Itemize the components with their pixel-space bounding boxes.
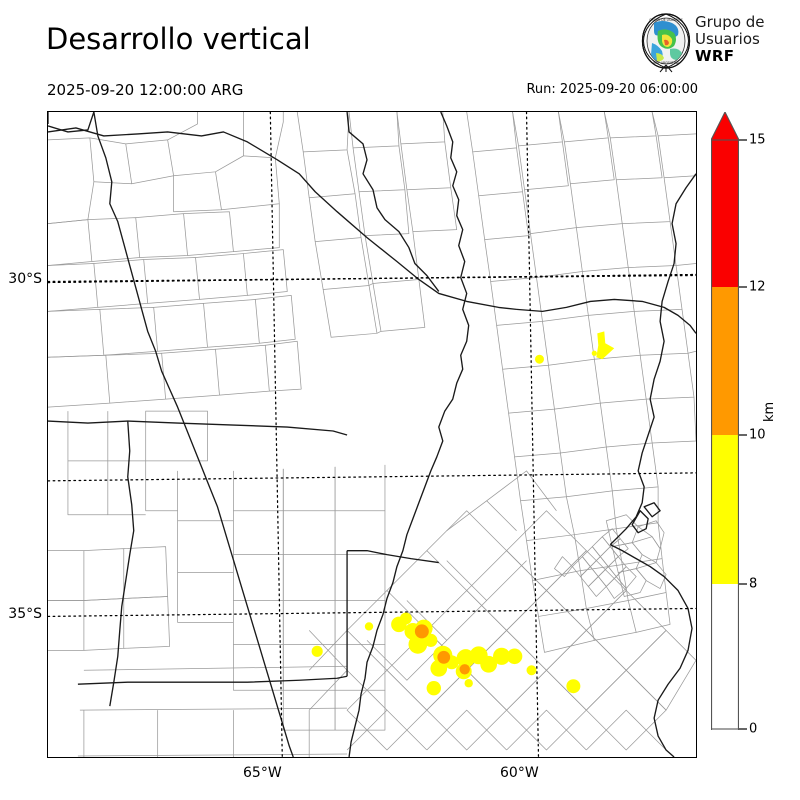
province-borders [48, 112, 696, 757]
y-tick-label: 30°S [8, 271, 42, 287]
data-blob [426, 681, 441, 696]
data-blob [399, 612, 412, 625]
colorbar-ticks [739, 139, 747, 730]
data-blob [311, 645, 323, 657]
data-blob [430, 659, 448, 677]
run-time-label: Run: 2025-09-20 06:00:00 [526, 82, 698, 97]
svg-text:WRF ARGENTINA: WRF ARGENTINA [653, 61, 680, 65]
svg-text:GRUPO DE USUARIOS: GRUPO DE USUARIOS [649, 18, 683, 22]
data-blob [493, 647, 511, 665]
data-blob [591, 350, 597, 356]
data-blob [566, 679, 581, 694]
data-blob [464, 679, 473, 688]
colorbar-segment-white [711, 584, 739, 729]
logo-text: Grupo de Usuarios WRF [695, 14, 765, 65]
data-blob [424, 633, 438, 647]
data-layer [311, 331, 615, 696]
logo: GRUPO DE USUARIOS WRF ARGENTINA Grupo de… [640, 13, 780, 75]
x-tick-label: 60°W [500, 765, 539, 781]
colorbar-outline [711, 139, 739, 730]
department-borders [48, 112, 696, 757]
page-title: Desarrollo vertical [46, 22, 311, 56]
logo-line-1: Grupo de [695, 13, 765, 31]
x-tick-label: 65°W [243, 765, 282, 781]
valid-time-label: 2025-09-20 12:00:00 ARG [47, 81, 244, 99]
data-blob [408, 634, 428, 654]
data-blob [506, 648, 523, 665]
colorbar-tick-label: 8 [749, 576, 758, 592]
wrf-globe-emblem-icon: GRUPO DE USUARIOS WRF ARGENTINA [641, 13, 691, 73]
graticule-lat-29 [48, 274, 696, 283]
colorbar-tick-label: 12 [749, 279, 766, 295]
colorbar-tick-label: 0 [749, 721, 758, 737]
colorbar-tick-label: 15 [749, 132, 766, 148]
data-blob-core [414, 624, 429, 639]
data-blob [526, 665, 537, 676]
logo-line-3: WRF [695, 47, 735, 65]
data-blob-streak [596, 331, 615, 360]
colorbar-segment-red [711, 140, 739, 287]
colorbar-segment-yellow [711, 435, 739, 584]
colorbar-unit-label: km [762, 401, 777, 422]
logo-line-2: Usuarios [695, 30, 760, 48]
colorbar-over-arrow [711, 112, 739, 141]
colorbar-svg [711, 112, 739, 730]
map-panel[interactable] [47, 111, 697, 758]
colorbar[interactable] [711, 112, 739, 730]
data-blob [364, 622, 374, 631]
graticule [48, 112, 696, 757]
colorbar-segment-orange [711, 287, 739, 435]
data-blob-core [437, 650, 451, 664]
map-canvas [48, 112, 696, 757]
colorbar-tick-label: 10 [749, 427, 766, 443]
y-tick-label: 35°S [8, 606, 42, 622]
data-blob [534, 354, 544, 364]
data-blob-core [459, 664, 470, 675]
data-blob [480, 655, 498, 673]
